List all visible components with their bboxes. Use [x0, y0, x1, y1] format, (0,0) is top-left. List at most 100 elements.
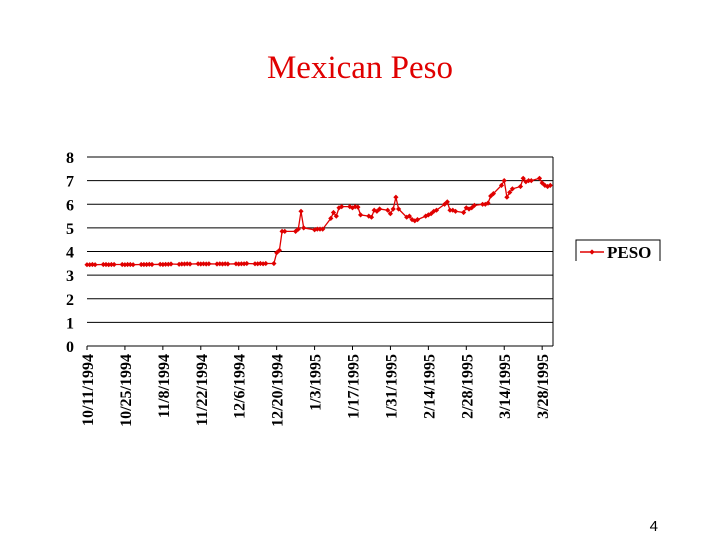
data-point: [517, 183, 524, 190]
x-tick-label: 11/8/1994: [156, 354, 173, 418]
data-point: [279, 228, 285, 235]
data-point: [222, 261, 228, 267]
data-point: [276, 247, 282, 253]
data-point: [390, 206, 396, 212]
data-point: [425, 212, 431, 218]
y-tick-label: 3: [66, 268, 74, 285]
y-tick-label: 7: [66, 174, 74, 191]
x-tick-label: 1/3/1995: [308, 354, 325, 411]
x-tick-label: 10/25/1994: [118, 354, 135, 427]
data-point: [195, 261, 201, 267]
data-point: [396, 206, 402, 212]
data-point: [244, 260, 250, 267]
data-point: [526, 178, 532, 184]
data-point: [295, 226, 301, 232]
y-tick-label: 6: [66, 197, 74, 214]
data-point: [328, 215, 334, 222]
data-point: [320, 226, 326, 232]
data-point: [301, 225, 307, 231]
data-point: [200, 261, 207, 267]
data-point: [176, 261, 182, 267]
x-tick-label: 1/17/1995: [346, 354, 363, 419]
data-point: [238, 261, 244, 267]
y-gridlines: [87, 156, 554, 347]
x-tick-label: 2/28/1995: [459, 354, 476, 419]
x-tick-label: 3/14/1995: [497, 354, 514, 419]
data-point: [339, 204, 345, 210]
legend: PESO: [575, 239, 661, 262]
data-point: [217, 261, 223, 267]
data-point: [312, 227, 318, 233]
data-point: [125, 261, 131, 268]
x-tick-label: 12/20/1994: [270, 354, 287, 427]
data-point: [536, 175, 543, 181]
y-tick-label: 1: [66, 315, 74, 332]
data-point: [442, 201, 448, 207]
data-point: [149, 261, 155, 268]
data-point: [528, 178, 534, 184]
data-point: [406, 213, 412, 219]
data-point: [271, 260, 277, 267]
data-point: [480, 201, 486, 207]
data-point: [108, 261, 114, 268]
page-number: 4: [649, 518, 658, 535]
y-tick-label: 4: [66, 245, 74, 262]
data-point: [504, 194, 510, 200]
data-point: [84, 262, 90, 268]
data-point: [179, 261, 185, 267]
data-point: [490, 191, 496, 197]
data-point: [130, 262, 136, 268]
data-point: [252, 261, 258, 267]
data-point: [184, 261, 190, 267]
data-point: [146, 261, 152, 267]
y-tick-label: 0: [66, 339, 74, 356]
data-point: [485, 200, 491, 206]
series-layer: [84, 175, 553, 268]
data-point: [100, 261, 106, 268]
data-point: [92, 262, 98, 268]
data-point: [409, 217, 415, 223]
data-point: [385, 207, 391, 213]
legend-label: PESO: [607, 243, 651, 262]
data-point: [547, 182, 553, 189]
x-tick-label: 2/14/1995: [421, 354, 438, 419]
x-axis-ticks: 10/11/1994 10/25/1994 11/8/1994 11/22/1994 1…: [80, 346, 552, 427]
data-point: [225, 261, 231, 267]
y-tick-label: 5: [66, 221, 74, 238]
data-point: [387, 211, 393, 217]
y-axis-ticks: 0 1 2 3 4 5 6 7 8: [66, 150, 74, 356]
data-point: [368, 214, 375, 220]
data-point: [206, 261, 212, 267]
slide-title: Mexican Peso: [266, 50, 454, 86]
x-tick-label: 1/31/1995: [383, 354, 400, 419]
data-point: [263, 260, 269, 267]
data-point: [314, 226, 320, 232]
x-tick-label: 11/22/1994: [194, 354, 211, 426]
data-point: [163, 261, 169, 267]
data-point: [165, 261, 171, 267]
data-point: [233, 261, 239, 267]
data-point: [168, 261, 174, 267]
data-point: [452, 208, 459, 214]
x-tick-label: 12/6/1994: [232, 354, 249, 419]
data-point: [447, 207, 453, 213]
x-tick-label: 10/11/1994: [80, 354, 97, 426]
data-point: [157, 261, 163, 267]
data-point: [298, 208, 304, 214]
data-point: [187, 261, 193, 267]
data-point: [433, 207, 440, 213]
data-point: [282, 228, 288, 235]
data-point: [330, 209, 337, 216]
legend-swatch-marker: [589, 249, 595, 255]
data-point: [498, 182, 505, 189]
data-point: [509, 186, 515, 192]
data-point: [501, 178, 507, 184]
data-point: [333, 213, 339, 219]
data-point: [141, 261, 147, 268]
data-point: [507, 189, 513, 196]
data-point: [428, 211, 434, 217]
x-tick-label: 3/28/1995: [535, 354, 552, 419]
data-point: [111, 261, 117, 268]
data-point: [355, 204, 361, 210]
